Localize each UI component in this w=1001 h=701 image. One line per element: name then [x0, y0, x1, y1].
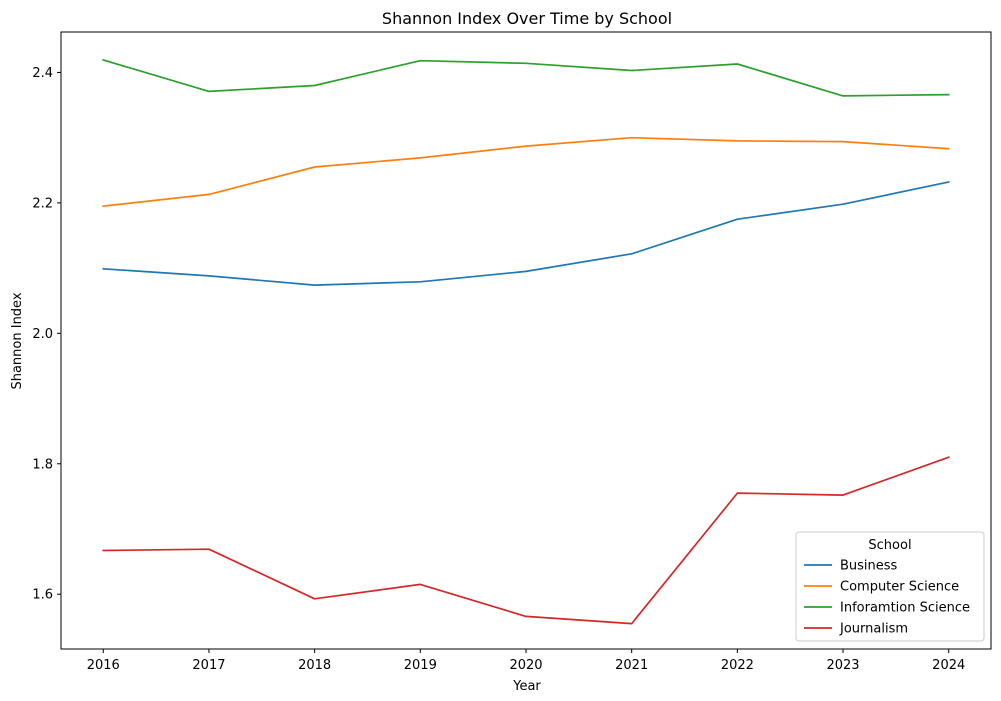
x-tick-label: 2017: [192, 658, 225, 673]
series-line-3: [102, 456, 950, 625]
y-tick-label: 2.4: [32, 66, 53, 81]
y-tick-label: 2.0: [32, 327, 53, 342]
legend: School Business Computer Science Inforamti…: [795, 531, 985, 642]
x-axis-label: Year: [512, 679, 541, 694]
x-tick-label: 2022: [721, 658, 754, 673]
x-tick-label: 2018: [298, 658, 331, 673]
legend-box: [795, 531, 985, 642]
chart-title: Shannon Index Over Time by School: [382, 9, 672, 28]
series-line-2: [102, 58, 950, 97]
legend-title: School: [868, 538, 911, 553]
series-line-0: [102, 180, 950, 286]
y-tick-label: 2.2: [32, 196, 53, 211]
x-tick-label: 2020: [509, 658, 542, 673]
legend-label-1: Computer Science: [840, 580, 959, 595]
x-tick-label: 2023: [826, 658, 859, 673]
y-axis-label: Shannon Index: [10, 292, 25, 389]
y-tick-label: 1.6: [32, 588, 53, 603]
y-tick-label: 1.8: [32, 457, 53, 472]
x-tick-label: 2021: [615, 658, 648, 673]
x-tick-label: 2019: [404, 658, 437, 673]
y-axis: 1.6 1.8 2.0 2.2 2.4: [32, 66, 61, 603]
legend-label-3: Journalism: [839, 622, 908, 637]
x-tick-label: 2016: [87, 658, 120, 673]
plot-area: [102, 58, 950, 625]
series-line-1: [102, 136, 950, 208]
legend-label-0: Business: [840, 559, 898, 574]
x-axis: 2016 2017 2018 2019 2020 2021 2022 2023 2024: [87, 649, 965, 673]
legend-label-2: Inforamtion Science: [840, 601, 970, 616]
x-tick-label: 2024: [932, 658, 965, 673]
